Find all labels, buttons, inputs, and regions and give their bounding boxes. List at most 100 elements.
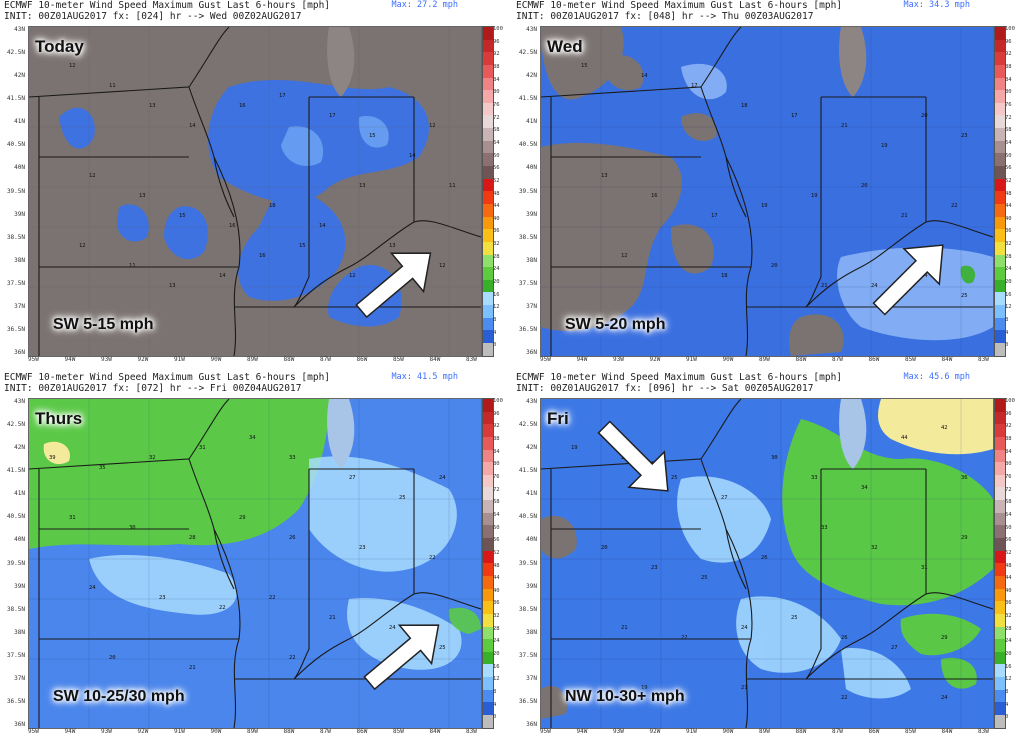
svg-text:34: 34 bbox=[861, 485, 868, 491]
latitude-tick-label: 39N bbox=[14, 210, 25, 218]
svg-text:14: 14 bbox=[219, 273, 226, 279]
svg-text:12: 12 bbox=[349, 273, 356, 279]
latitude-tick-label: 39N bbox=[526, 210, 537, 218]
color-scale-swatch bbox=[483, 64, 493, 78]
color-scale-label: 36 bbox=[1005, 600, 1012, 607]
color-scale-label: 76 bbox=[493, 473, 500, 480]
svg-text:13: 13 bbox=[139, 193, 146, 199]
svg-text:20: 20 bbox=[861, 183, 868, 189]
wind-summary-label: SW 5-20 mph bbox=[565, 316, 666, 333]
color-scale-label: 84 bbox=[493, 448, 500, 455]
longitude-tick-label: 94W bbox=[64, 728, 76, 735]
svg-text:33: 33 bbox=[289, 455, 296, 461]
color-scale-label: 60 bbox=[493, 524, 500, 531]
longitude-tick-label: 86W bbox=[868, 728, 880, 735]
forecast-panel-thurs: ECMWF 10-meter Wind Speed Maximum Gust L… bbox=[0, 372, 506, 736]
color-scale-bar bbox=[482, 398, 494, 729]
svg-text:22: 22 bbox=[681, 635, 688, 641]
color-scale-swatch bbox=[995, 166, 1005, 179]
svg-text:44: 44 bbox=[901, 435, 908, 441]
latitude-tick-label: 39N bbox=[526, 582, 537, 590]
longitude-tick-label: 93W bbox=[613, 356, 624, 363]
latitude-tick-label: 39.5N bbox=[518, 559, 537, 567]
longitude-tick-label: 92W bbox=[137, 356, 149, 363]
color-scale-swatch bbox=[483, 588, 493, 602]
color-scale-swatch bbox=[995, 90, 1005, 103]
latitude-tick-label: 41N bbox=[14, 118, 25, 126]
longitude-tick-label: 91W bbox=[174, 356, 185, 363]
latitude-tick-label: 40.5N bbox=[518, 141, 537, 149]
color-scale-label: 76 bbox=[1005, 473, 1012, 480]
color-scale-label: 84 bbox=[493, 76, 500, 83]
svg-text:26: 26 bbox=[841, 635, 848, 641]
svg-text:24: 24 bbox=[439, 475, 446, 481]
color-scale-label: 100 bbox=[493, 26, 503, 32]
longitude-tick-label: 87W bbox=[320, 356, 331, 363]
color-scale-label: 32 bbox=[493, 241, 500, 248]
color-scale-swatch bbox=[483, 677, 493, 690]
color-scale-label: 60 bbox=[1005, 524, 1012, 531]
color-scale-label: 92 bbox=[1005, 51, 1012, 58]
color-scale-swatch bbox=[995, 449, 1005, 463]
svg-text:18: 18 bbox=[741, 103, 748, 109]
svg-text:21: 21 bbox=[189, 665, 196, 671]
longitude-tick-label: 94W bbox=[64, 356, 76, 363]
color-scale-label: 80 bbox=[1005, 89, 1012, 96]
svg-text:24: 24 bbox=[89, 585, 96, 591]
longitude-tick-label: 83W bbox=[978, 356, 989, 363]
color-scale-swatch bbox=[995, 343, 1005, 356]
latitude-tick-label: 36.5N bbox=[6, 697, 25, 705]
latitude-tick-label: 38N bbox=[14, 256, 25, 264]
longitude-tick-label: 91W bbox=[686, 728, 697, 735]
color-scale-label: 16 bbox=[1005, 291, 1012, 298]
color-scale-label: 88 bbox=[1005, 435, 1012, 442]
longitude-tick-label: 85W bbox=[393, 728, 404, 735]
color-scale-label: 32 bbox=[493, 613, 500, 620]
svg-text:23: 23 bbox=[651, 565, 658, 571]
color-scale-label: 4 bbox=[1005, 701, 1009, 708]
color-scale-label: 68 bbox=[493, 127, 500, 134]
color-scale-label: 8 bbox=[493, 689, 497, 696]
svg-text:36: 36 bbox=[961, 475, 968, 481]
color-scale-label: 8 bbox=[1005, 317, 1009, 324]
color-scale-swatch bbox=[995, 305, 1005, 318]
color-scale-swatch bbox=[995, 317, 1005, 331]
latitude-tick-label: 36N bbox=[526, 721, 537, 728]
color-scale-swatch bbox=[483, 317, 493, 331]
color-scale-swatch bbox=[483, 203, 493, 217]
color-scale-swatch bbox=[483, 613, 493, 627]
color-scale-label: 44 bbox=[493, 575, 500, 582]
svg-text:25: 25 bbox=[399, 495, 406, 501]
color-scale-label: 76 bbox=[1005, 101, 1012, 108]
latitude-tick-label: 41N bbox=[526, 490, 537, 498]
svg-text:22: 22 bbox=[219, 605, 226, 611]
color-scale-label: 40 bbox=[493, 215, 500, 222]
color-scale-swatch bbox=[483, 115, 493, 129]
latitude-tick-label: 40N bbox=[14, 536, 25, 544]
color-scale-label: 100 bbox=[1005, 26, 1015, 32]
color-scale-swatch bbox=[995, 102, 1005, 116]
latitude-tick-label: 40.5N bbox=[6, 513, 25, 521]
color-scale-swatch bbox=[995, 538, 1005, 551]
color-scale-swatch bbox=[995, 525, 1005, 539]
svg-text:23: 23 bbox=[961, 133, 968, 139]
color-scale-label: 20 bbox=[1005, 279, 1012, 286]
svg-text:20: 20 bbox=[921, 113, 928, 119]
color-scale-label: 96 bbox=[1005, 38, 1012, 45]
panel-max-value: Max: 27.2 mph bbox=[391, 0, 458, 10]
color-scale-label: 80 bbox=[1005, 461, 1012, 468]
color-scale-swatch bbox=[483, 90, 493, 103]
svg-text:31: 31 bbox=[199, 445, 206, 451]
latitude-tick-label: 42.5N bbox=[518, 49, 537, 57]
forecast-panel-today: ECMWF 10-meter Wind Speed Maximum Gust L… bbox=[0, 0, 506, 364]
longitude-tick-label: 90W bbox=[722, 728, 734, 735]
wind-gust-map: 12 11 13 14 16 17 17 15 14 12 13 15 16 18 14 13 12 1… bbox=[28, 26, 482, 357]
color-scale-swatch bbox=[995, 702, 1005, 716]
latitude-tick-label: 38.5N bbox=[6, 233, 25, 241]
latitude-tick-label: 42.5N bbox=[6, 421, 25, 429]
longitude-tick-label: 87W bbox=[320, 728, 331, 735]
color-scale-swatch bbox=[483, 305, 493, 318]
latitude-axis: 43N 42.5N 42N 41.5N 41N 40.5N 40N 39.5N 39N 38.5N… bbox=[0, 398, 28, 728]
longitude-tick-label: 84W bbox=[941, 728, 953, 735]
color-scale-swatch bbox=[995, 436, 1005, 450]
